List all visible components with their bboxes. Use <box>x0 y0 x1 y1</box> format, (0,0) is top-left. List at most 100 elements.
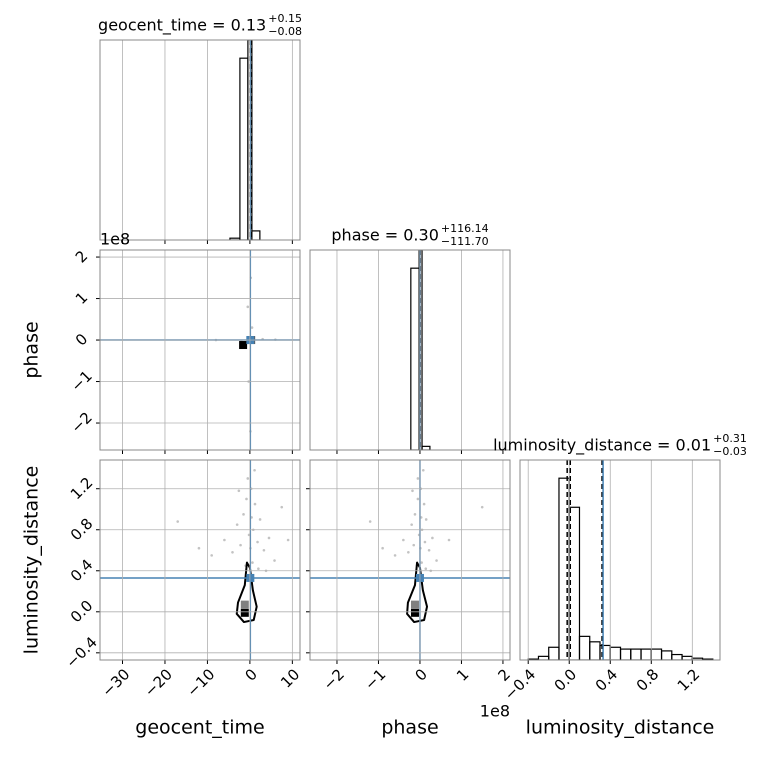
panel-title: luminosity_distance = 0.01 <box>493 436 711 456</box>
hist-bar <box>548 646 560 660</box>
y-tick-label: 2 <box>72 247 91 266</box>
hist-bar <box>239 57 249 240</box>
scatter-point <box>250 326 254 329</box>
scatter-point <box>424 518 428 521</box>
scatter-point <box>423 540 427 544</box>
scatter-point <box>235 523 239 526</box>
y-tick-label: 0.0 <box>67 597 97 627</box>
hist-bar <box>537 655 550 660</box>
hist-bar <box>247 40 253 240</box>
scatter-point <box>223 538 226 542</box>
offset-text: 1e8 <box>100 230 130 249</box>
x-tick-label: 0 <box>241 665 260 684</box>
title-sup: +116.14 <box>441 222 489 235</box>
hist-bar <box>410 267 420 450</box>
scatter-point <box>245 497 248 501</box>
scatter-point <box>402 538 405 542</box>
scatter-point <box>267 536 271 540</box>
scatter-point <box>257 567 260 571</box>
hist-bar <box>589 641 601 660</box>
title-sup: +0.15 <box>268 12 302 25</box>
plot-area <box>100 250 300 450</box>
y-tick-label: −0.4 <box>62 633 100 671</box>
plot-area <box>100 460 300 660</box>
panel: phase = 0.30 +116.14−111.70 <box>309 222 511 454</box>
scatter-point <box>273 559 276 562</box>
x-axis-label: phase <box>381 717 438 739</box>
scatter-point <box>210 554 213 557</box>
scatter-point <box>197 546 201 550</box>
scatter-point <box>435 559 438 562</box>
x-axis-label: luminosity_distance <box>526 717 715 739</box>
scatter-point <box>422 502 426 506</box>
plot-area <box>229 40 261 240</box>
title-sub: −0.08 <box>268 25 302 38</box>
scatter-point <box>258 518 262 521</box>
scatter-point <box>424 567 428 571</box>
scatter-point <box>427 548 431 552</box>
density-cell <box>410 608 419 617</box>
truth-marker <box>246 573 255 582</box>
y-tick-label: 1 <box>72 288 91 307</box>
density-cell <box>240 600 249 609</box>
y-tick-label: 0.8 <box>67 515 97 545</box>
frame <box>519 459 721 661</box>
y-axis-label: phase <box>21 321 43 378</box>
hist-bar <box>418 250 423 450</box>
density-cell <box>240 608 249 617</box>
scatter-point <box>253 502 257 506</box>
frame <box>99 459 301 661</box>
scatter-point <box>368 520 372 523</box>
scatter-point <box>286 538 290 542</box>
scatter-point <box>431 536 434 540</box>
hist-bar <box>660 650 673 660</box>
frame <box>309 459 511 661</box>
x-tick-label: 10 <box>277 665 303 691</box>
panel: −30 −20 −10 0 10 −0.4 0.0 0.4 0.8 1.2 geocent_time… <box>21 459 303 739</box>
scatter-point <box>413 513 417 516</box>
density-cell <box>410 600 419 609</box>
x-tick-label: 0.0 <box>551 665 581 695</box>
frame <box>309 249 511 451</box>
y-tick-label: −2 <box>67 408 95 436</box>
scatter-point <box>407 551 410 554</box>
x-tick-label: −20 <box>141 665 176 700</box>
scatter-point <box>381 546 384 550</box>
x-tick-label: 0.8 <box>633 665 663 695</box>
frame <box>99 249 301 451</box>
panel: geocent_time = 0.13 +0.15−0.08 <box>98 12 302 244</box>
hist-bar <box>619 648 632 660</box>
title-sub: −111.70 <box>441 235 489 248</box>
scatter-point <box>447 538 451 542</box>
x-tick-label: −10 <box>183 665 218 700</box>
scatter-point <box>251 561 254 564</box>
offset-text: 1e8 <box>480 702 510 721</box>
frame <box>99 39 301 241</box>
panel-title: phase = 0.30 <box>331 226 438 245</box>
x-tick-label: 0 <box>411 665 430 684</box>
x-axis-label: geocent_time <box>135 717 264 739</box>
scatter-point <box>410 523 413 526</box>
scatter-point <box>416 477 420 480</box>
scatter-point <box>237 489 241 493</box>
y-tick-label: 1.2 <box>67 474 97 504</box>
hist-bar <box>609 646 622 660</box>
hist-bar <box>650 648 663 660</box>
y-tick-label: 0.4 <box>67 556 97 586</box>
y-tick-label: −1 <box>67 367 95 395</box>
x-tick-label: −30 <box>98 665 133 700</box>
scatter-point <box>242 513 245 516</box>
y-tick-label: 0 <box>72 330 91 349</box>
scatter-point <box>420 561 423 564</box>
x-tick-label: 0.4 <box>592 665 622 695</box>
hist-bar <box>640 648 652 660</box>
hist-bar <box>421 445 431 450</box>
scatter-point <box>256 540 259 544</box>
scatter-point <box>262 548 266 552</box>
hist-bar <box>630 648 642 660</box>
scatter-point <box>421 468 425 472</box>
scatter-point <box>253 468 256 472</box>
